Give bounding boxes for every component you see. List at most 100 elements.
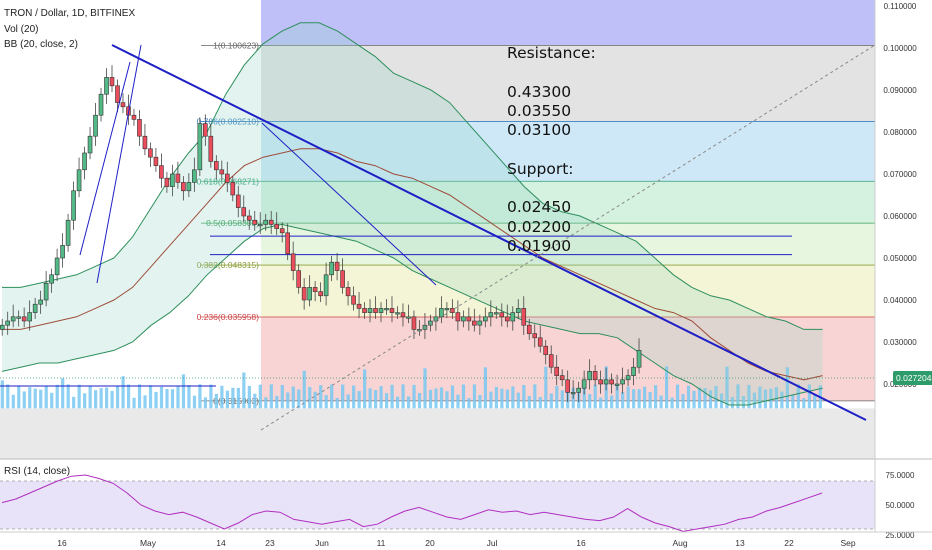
- volume-indicator-label[interactable]: Vol (20): [4, 24, 39, 35]
- volume-bar: [192, 395, 197, 409]
- candle-body: [32, 303, 38, 313]
- volume-bar: [110, 390, 114, 409]
- volume-bar: [94, 390, 98, 409]
- candle-body: [521, 308, 527, 326]
- candle-body: [570, 392, 576, 395]
- volume-bar: [472, 384, 477, 409]
- candle-body: [98, 93, 104, 116]
- candle-body: [115, 85, 120, 103]
- volume-bar: [159, 386, 164, 409]
- volume-bar: [708, 390, 713, 409]
- volume-bar: [511, 386, 515, 409]
- candle-body: [631, 366, 636, 376]
- candle-body: [164, 177, 170, 187]
- volume-bar: [225, 390, 229, 409]
- time-tick-label: Sep: [840, 538, 855, 548]
- volume-bar: [324, 395, 328, 409]
- volume-bar: [747, 384, 751, 409]
- candle-body: [329, 261, 334, 276]
- volume-bar: [132, 397, 136, 409]
- volume-bar: [659, 395, 663, 409]
- candle-body: [301, 287, 307, 301]
- candle-body: [472, 320, 477, 326]
- chart-title: TRON / Dollar, 1D, BITFINEX: [4, 8, 136, 19]
- candle-body: [565, 379, 570, 393]
- rsi-tick-label: 75.0000: [886, 471, 915, 480]
- volume-bar: [220, 385, 224, 409]
- candle-body: [488, 312, 494, 318]
- secondary-downtrend-line: [261, 122, 437, 286]
- price-tick-label: 0.110000: [884, 2, 917, 11]
- candle-body: [378, 308, 384, 313]
- candle-body: [450, 308, 455, 313]
- volume-bar: [450, 385, 455, 409]
- bollinger-indicator-label[interactable]: BB (20, close, 2): [4, 39, 78, 50]
- candle-body: [153, 156, 159, 166]
- volume-bar: [143, 395, 147, 409]
- candle-body: [598, 379, 603, 385]
- candle-body: [625, 375, 631, 381]
- volume-bar: [461, 384, 466, 409]
- candle-body: [510, 312, 516, 322]
- candle-body: [82, 152, 87, 171]
- candle-body: [592, 371, 598, 381]
- volume-bar: [686, 385, 691, 409]
- volume-bar: [357, 391, 361, 409]
- rsi-indicator-label[interactable]: RSI (14, close): [4, 466, 71, 477]
- candle-body: [257, 224, 263, 227]
- candle-body: [477, 320, 483, 326]
- volume-bar: [61, 378, 65, 409]
- volume-bar: [319, 385, 323, 409]
- volume-bar: [286, 392, 290, 409]
- volume-bar: [769, 388, 773, 409]
- volume-bar: [796, 384, 800, 409]
- candle-body: [60, 245, 65, 259]
- candle-body: [499, 312, 505, 318]
- candle-body: [290, 253, 296, 271]
- candle-body: [532, 333, 538, 339]
- volume-bar: [66, 384, 70, 409]
- candle-body: [515, 308, 521, 313]
- volume-bar: [428, 389, 433, 409]
- volume-bar: [121, 376, 125, 409]
- price-tick-label: 0.040000: [883, 296, 917, 305]
- volume-bar: [467, 398, 471, 409]
- candle-body: [428, 320, 433, 326]
- volume-bar: [50, 392, 54, 409]
- time-tick-label: 16: [57, 538, 67, 548]
- volume-bar: [209, 384, 213, 409]
- volume-bar: [621, 392, 625, 409]
- candle-body: [548, 354, 554, 368]
- volume-bar: [105, 387, 109, 409]
- candle-body: [285, 232, 290, 255]
- fib-level-label: 0.382(0.048315): [197, 260, 260, 270]
- volume-bar: [593, 384, 597, 409]
- price-tick-label: 0.030000: [883, 338, 917, 347]
- fib-diagonal-dashed: [260, 44, 876, 431]
- candle-body: [345, 287, 351, 297]
- candle-body: [263, 219, 269, 225]
- time-tick-label: Jun: [315, 538, 329, 548]
- candle-body: [384, 308, 389, 311]
- candle-body: [197, 123, 203, 171]
- candle-body: [87, 135, 93, 154]
- volume-bar: [44, 386, 48, 409]
- candle-body: [230, 182, 236, 196]
- volume-bar: [83, 393, 87, 409]
- candle-body: [395, 312, 400, 315]
- resistance-level: 0.43300: [507, 82, 572, 101]
- candle-body: [137, 119, 142, 137]
- candle-body: [214, 161, 219, 171]
- volume-bar: [363, 369, 367, 409]
- volume-bar: [187, 385, 191, 409]
- volume-bar: [599, 397, 603, 409]
- candle-body: [587, 371, 592, 381]
- candle-body: [104, 77, 109, 95]
- fib-zone: [261, 121, 875, 182]
- resistance-level: 0.03100: [507, 121, 572, 140]
- volume-bar: [725, 366, 729, 409]
- volume-bar: [198, 384, 202, 409]
- volume-bar: [741, 396, 746, 409]
- time-tick-label: 11: [377, 538, 386, 548]
